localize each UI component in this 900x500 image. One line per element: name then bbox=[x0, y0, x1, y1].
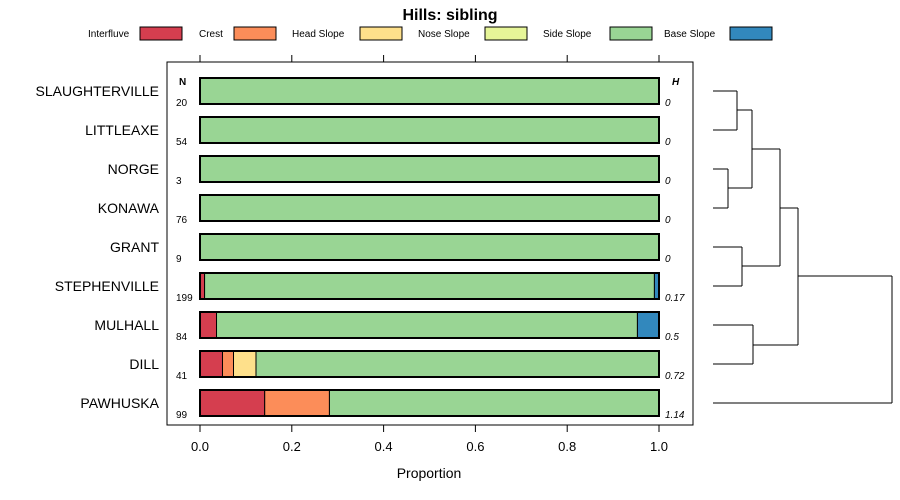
h-value: 0.72 bbox=[665, 371, 685, 382]
bar-outline bbox=[199, 311, 660, 339]
h-value: 0 bbox=[665, 176, 671, 187]
legend-label: Side Slope bbox=[543, 29, 592, 40]
category-label: PAWHUSKA bbox=[80, 395, 159, 411]
dendrogram bbox=[713, 90, 893, 404]
x-tick-label: 0.8 bbox=[558, 439, 576, 454]
n-value: 99 bbox=[176, 410, 188, 421]
bar-outline bbox=[199, 116, 660, 144]
x-tick-label: 0.0 bbox=[191, 439, 209, 454]
bar-segment bbox=[233, 350, 257, 378]
bar-segment bbox=[221, 350, 235, 378]
bar-segment bbox=[204, 272, 655, 300]
bar-row: LITTLEAXE 54 0 bbox=[85, 116, 671, 148]
category-label: DILL bbox=[129, 356, 159, 372]
x-tick-label: 1.0 bbox=[650, 439, 668, 454]
legend-label: Nose Slope bbox=[418, 29, 470, 40]
x-tick-label: 0.4 bbox=[375, 439, 393, 454]
n-value: 41 bbox=[176, 371, 188, 382]
h-value: 0 bbox=[665, 215, 671, 226]
chart-title: Hills: sibling bbox=[402, 7, 497, 24]
legend-swatch bbox=[609, 26, 653, 41]
category-label: NORGE bbox=[108, 161, 159, 177]
bar-segment bbox=[199, 194, 660, 222]
bar-segment bbox=[199, 155, 660, 183]
category-label: MULHALL bbox=[94, 317, 159, 333]
legend-swatch bbox=[484, 26, 528, 41]
bar-row: KONAWA 76 0 bbox=[98, 194, 671, 226]
plot-frame bbox=[166, 61, 694, 426]
h-value: 1.14 bbox=[665, 410, 685, 421]
bar-segment bbox=[199, 350, 223, 378]
h-value: 0 bbox=[665, 98, 671, 109]
h-value: 0.5 bbox=[665, 332, 679, 343]
category-label: KONAWA bbox=[98, 200, 160, 216]
bar-outline bbox=[199, 272, 660, 300]
legend-swatch bbox=[729, 26, 773, 41]
bar-row: STEPHENVILLE 199 0.17 bbox=[55, 272, 685, 304]
legend-label: Head Slope bbox=[292, 29, 345, 40]
bar-segment bbox=[199, 116, 660, 144]
n-value: 76 bbox=[176, 215, 188, 226]
n-header: N bbox=[179, 77, 186, 88]
h-header: H bbox=[672, 77, 680, 88]
legend-swatch bbox=[139, 26, 183, 41]
n-value: 199 bbox=[176, 293, 193, 304]
bar-outline bbox=[199, 77, 660, 105]
x-axis-label: Proportion bbox=[397, 465, 462, 481]
x-axis: 0.0 0.2 0.4 0.6 0.8 1.0 bbox=[191, 55, 668, 454]
bar-segment bbox=[199, 389, 266, 417]
bar-row: GRANT 9 0 bbox=[110, 233, 671, 265]
bar-segment bbox=[199, 77, 660, 105]
n-value: 3 bbox=[176, 176, 182, 187]
legend-label: Interfluve bbox=[88, 29, 130, 40]
bar-outline bbox=[199, 389, 660, 417]
bar-row: MULHALL 84 0.5 bbox=[94, 311, 679, 343]
bar-outline bbox=[199, 155, 660, 183]
category-label: STEPHENVILLE bbox=[55, 278, 159, 294]
category-label: SLAUGHTERVILLE bbox=[36, 83, 159, 99]
bar-row: DILL 41 0.72 bbox=[129, 350, 685, 382]
legend-label: Crest bbox=[199, 29, 223, 40]
bar-segment bbox=[328, 389, 660, 417]
n-value: 9 bbox=[176, 254, 182, 265]
bar-row: PAWHUSKA 99 1.14 bbox=[80, 389, 685, 421]
bar-segment bbox=[264, 389, 330, 417]
h-value: 0 bbox=[665, 137, 671, 148]
legend: Interfluve Crest Head Slope Nose Slope Side … bbox=[88, 26, 773, 41]
legend-swatch bbox=[359, 26, 403, 41]
x-tick-label: 0.6 bbox=[466, 439, 484, 454]
n-value: 20 bbox=[176, 98, 188, 109]
x-tick-label: 0.2 bbox=[283, 439, 301, 454]
n-value: 54 bbox=[176, 137, 188, 148]
legend-swatch bbox=[233, 26, 277, 41]
bar-outline bbox=[199, 350, 660, 378]
h-value: 0 bbox=[665, 254, 671, 265]
legend-label: Base Slope bbox=[664, 29, 716, 40]
bar-row: NORGE 3 0 bbox=[108, 155, 671, 187]
bar-row: SLAUGHTERVILLE 20 0 bbox=[36, 77, 671, 109]
bar-segment bbox=[636, 311, 660, 339]
bar-outline bbox=[199, 233, 660, 261]
h-value: 0.17 bbox=[665, 293, 685, 304]
category-label: GRANT bbox=[110, 239, 159, 255]
bar-outline bbox=[199, 194, 660, 222]
bar-segment bbox=[199, 233, 660, 261]
bar-segment bbox=[216, 311, 638, 339]
category-label: LITTLEAXE bbox=[85, 122, 159, 138]
bar-segment bbox=[199, 311, 218, 339]
bar-segment bbox=[255, 350, 660, 378]
dendrogram-branch bbox=[713, 275, 893, 404]
n-value: 84 bbox=[176, 332, 188, 343]
